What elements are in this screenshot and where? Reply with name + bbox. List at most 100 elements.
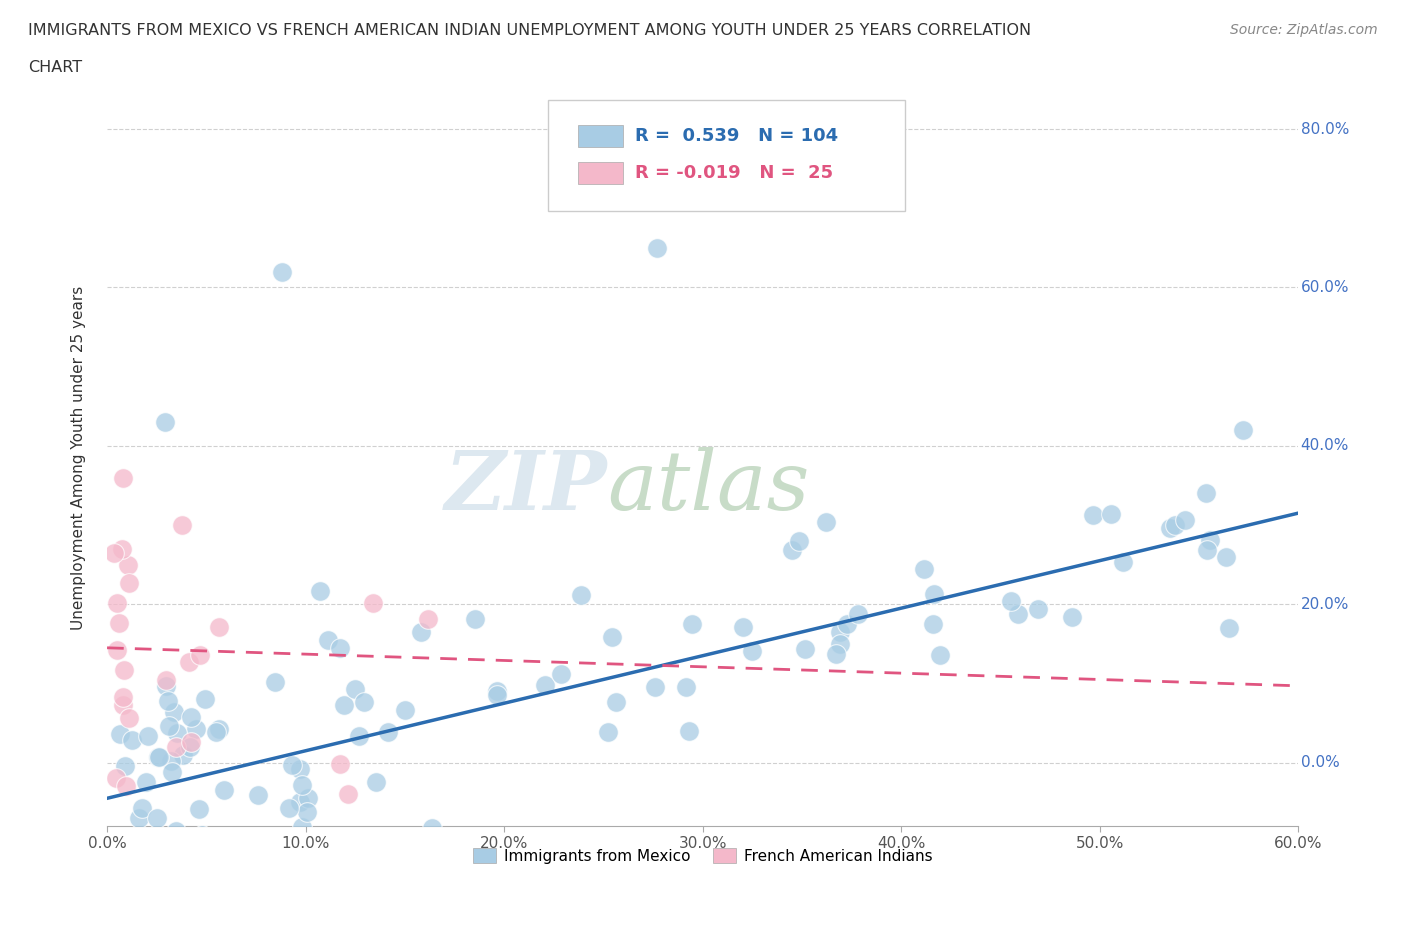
Text: 80.0%: 80.0% [1301,122,1348,137]
Point [107,643,129,658]
Point [1081,508,1104,523]
Point [247,788,270,803]
Point [343,682,366,697]
Point [328,641,350,656]
Y-axis label: Unemployment Among Youth under 25 years: Unemployment Among Youth under 25 years [72,286,86,630]
Point [780,542,803,557]
Point [117,557,139,572]
Point [1007,606,1029,621]
Point [108,726,131,741]
Point [146,811,169,826]
Point [112,662,135,677]
Point [205,831,228,846]
Legend: Immigrants from Mexico, French American Indians: Immigrants from Mexico, French American … [467,842,938,870]
Point [837,617,859,631]
Point [165,824,187,839]
Point [347,728,370,743]
Point [678,724,700,738]
Point [550,667,572,682]
Point [111,690,134,705]
Point [121,732,143,747]
Point [114,844,136,858]
Point [105,595,128,610]
Point [179,739,201,754]
Point [924,586,946,601]
Point [681,616,703,631]
Point [416,611,439,626]
Text: ZIP: ZIP [444,447,607,527]
Point [1060,610,1083,625]
Point [420,820,443,835]
Point [485,684,508,698]
Point [647,240,669,255]
Point [928,647,950,662]
Point [207,619,229,634]
Point [118,575,141,590]
Point [148,750,170,764]
Point [209,848,232,863]
Point [281,757,304,772]
Point [1159,521,1181,536]
Point [846,606,869,621]
Point [160,850,183,865]
Point [114,779,136,794]
Point [163,704,186,719]
Point [166,725,188,740]
Point [153,415,176,430]
Point [160,764,183,779]
Text: R =  0.539   N = 104: R = 0.539 N = 104 [634,126,838,145]
Point [464,612,486,627]
Point [118,711,141,725]
Point [828,625,851,640]
Point [1000,593,1022,608]
Point [128,811,150,826]
Point [308,583,330,598]
Point [534,678,557,693]
Point [1215,550,1237,565]
Point [112,698,135,712]
Point [569,588,592,603]
Text: atlas: atlas [607,447,810,527]
Point [741,644,763,658]
Point [295,804,318,819]
Point [155,672,177,687]
FancyBboxPatch shape [548,100,905,211]
Point [129,833,152,848]
Point [318,632,340,647]
Point [1195,485,1218,500]
Point [177,655,200,670]
Point [332,698,354,713]
Point [825,647,848,662]
Point [159,753,181,768]
Point [208,722,231,737]
Point [1099,507,1122,522]
Point [187,802,209,817]
Point [830,636,852,651]
Point [180,710,202,724]
Point [394,702,416,717]
Text: 60.0%: 60.0% [1301,280,1348,295]
Point [675,680,697,695]
Point [180,734,202,749]
Point [409,625,432,640]
Point [194,692,217,707]
Point [793,642,815,657]
Point [111,541,134,556]
Point [172,748,194,763]
Point [111,470,134,485]
Point [114,759,136,774]
Point [103,546,125,561]
Point [212,782,235,797]
Text: Source: ZipAtlas.com: Source: ZipAtlas.com [1230,23,1378,37]
Point [165,739,187,754]
Text: 20.0%: 20.0% [1301,597,1348,612]
Point [112,843,135,857]
Point [157,718,180,733]
Point [644,679,666,694]
Point [733,619,755,634]
Point [1199,533,1222,548]
Bar [578,162,623,184]
Point [912,562,935,577]
Text: CHART: CHART [28,60,82,75]
Point [135,775,157,790]
